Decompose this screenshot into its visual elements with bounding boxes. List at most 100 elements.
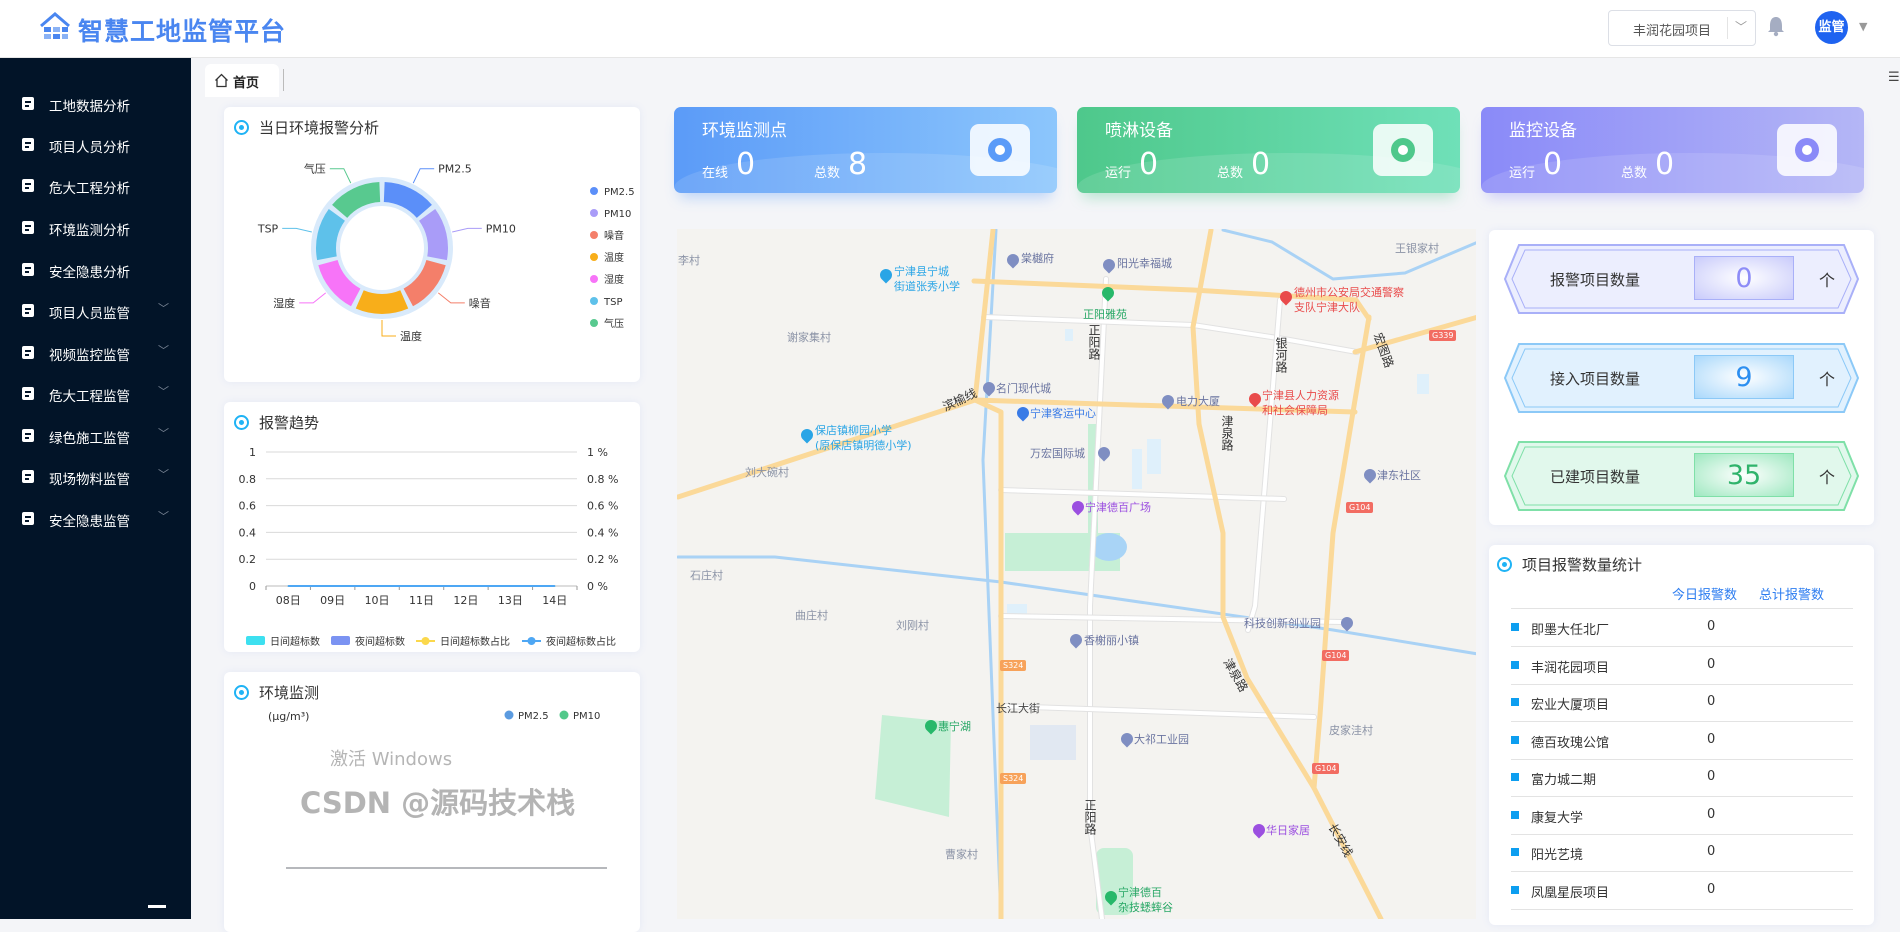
stat-value-2: 0 [1655,147,1675,182]
donut-slice[interactable] [332,182,381,218]
sidebar-item-6[interactable]: 视频监控监管 ﹀ [0,333,191,373]
sidebar-item-2[interactable]: 危大工程分析 [0,166,191,206]
user-avatar[interactable]: 监管 [1815,11,1848,44]
map-label[interactable]: 宁津客运中心 [1030,407,1096,420]
legend-label[interactable]: 夜间超标数占比 [546,635,616,648]
map-label[interactable]: 宁津德百广场 [1085,501,1151,514]
table-row[interactable]: 康复大学 0 [1511,797,1853,835]
road [1088,277,1108,919]
sidebar-item-0[interactable]: 工地数据分析 [0,84,191,124]
sidebar-item-10[interactable]: 安全隐患监管 ﹀ [0,499,191,539]
legend-label[interactable]: TSP [603,297,623,308]
map-label[interactable]: 曹家村 [945,848,978,861]
legend-label[interactable]: 日间超标数占比 [440,635,510,648]
line-point[interactable] [376,585,378,587]
map-label[interactable]: 正阳雅苑 [1083,308,1127,321]
table-row[interactable]: 宏业大厦项目 0 [1511,684,1853,722]
map-label[interactable]: 宁津德百 [1118,886,1162,899]
collapse-sidebar-icon[interactable] [148,905,166,911]
map-label[interactable]: (原保店镇明德小学) [815,439,912,452]
y-tick-label: 0.2 [239,553,257,566]
sidebar-item-4[interactable]: 安全隐患分析 [0,250,191,290]
map-label[interactable]: 阳光幸福城 [1117,257,1172,270]
line-point[interactable] [465,585,467,587]
map-label[interactable]: 谢家集村 [787,331,831,344]
caret-down-icon[interactable]: ▼ [1859,20,1868,33]
map-label[interactable]: 街道张秀小学 [894,280,960,293]
map-label[interactable]: 长江大街 [996,702,1040,715]
sidebar-item-7[interactable]: 危大工程监管 ﹀ [0,374,191,414]
map-label[interactable]: 保店镇柳园小学 [815,424,892,437]
map-label[interactable]: 万宏国际城 [1030,447,1085,460]
line-point[interactable] [420,585,423,587]
table-row[interactable]: 丰润花园项目 0 [1511,647,1853,685]
legend-marker [590,297,598,305]
bell-icon[interactable] [1767,15,1785,37]
chevron-down-icon: ﹀ [158,385,169,398]
map-label[interactable]: 石庄村 [690,569,723,582]
legend-label[interactable]: PM10 [604,209,631,220]
sidebar-item-9[interactable]: 现场物料监管 ﹀ [0,457,191,497]
legend-label[interactable]: 温度 [604,251,624,264]
map-label[interactable]: 科技创新创业园 [1244,617,1321,630]
donut-slice[interactable] [355,290,409,314]
line-point[interactable] [331,585,334,587]
map-label[interactable]: 宁津县人力资源 [1262,389,1339,402]
donut-slice[interactable] [316,208,345,261]
table-row[interactable]: 富力城二期 0 [1511,759,1853,797]
menu-icon[interactable]: ☰ [1888,70,1900,85]
legend-label[interactable]: PM2.5 [604,187,635,198]
stat-card-2[interactable]: 监控设备 运行 0 总数 0 [1481,107,1864,193]
map-label[interactable]: 华日家居 [1266,824,1310,837]
table-row[interactable]: 凤凰星辰项目 0 [1511,872,1853,910]
legend-label[interactable]: 夜间超标数 [355,635,405,648]
tab-home[interactable]: 首页 [205,64,279,97]
donut-slice[interactable] [318,260,361,307]
map-label[interactable]: 宁津县宁城 [894,265,949,278]
sidebar-item-1[interactable]: 项目人员分析 [0,125,191,165]
stat-card-0[interactable]: 环境监测点 在线 0 总数 8 [674,107,1057,193]
map-label[interactable]: 棠樾府 [1021,252,1054,265]
today-alarm-count: 0 [1707,619,1716,634]
legend-label[interactable]: 气压 [604,317,624,330]
map-view[interactable]: 李村宁津县宁城街道张秀小学 棠樾府 阳光幸福城 王银家村正阳雅苑 德州市公安局交通警察支… [677,229,1476,919]
map-label[interactable]: 皮家洼村 [1329,724,1373,737]
column-header-total[interactable]: 总计报警数 [1759,588,1825,603]
map-label[interactable]: 李村 [678,254,700,267]
map-label[interactable]: 惠宁湖 [938,720,971,733]
legend-label[interactable]: PM10 [573,711,600,722]
column-header-today[interactable]: 今日报警数 [1672,588,1738,603]
map-label[interactable]: 刘大碗村 [745,466,789,479]
table-row[interactable]: 德百玫瑰公馆 0 [1511,722,1853,760]
line-point[interactable] [509,585,512,587]
sidebar-item-8[interactable]: 绿色施工监管 ﹀ [0,416,191,456]
legend-label[interactable]: 湿度 [604,273,624,286]
table-row[interactable]: 即墨大任北厂 0 [1511,609,1853,647]
sidebar-item-5[interactable]: 项目人员监管 ﹀ [0,291,191,331]
map-label[interactable]: 香榭丽小镇 [1084,634,1139,647]
legend-label[interactable]: PM2.5 [518,711,549,722]
project-select[interactable]: 丰润花园项目 ﹀ [1608,10,1756,46]
row-marker [1511,848,1519,856]
legend-label[interactable]: 日间超标数 [270,635,320,648]
map-label[interactable]: 大祁工业园 [1134,733,1189,746]
map-label[interactable]: 电力大厦 [1176,395,1220,408]
map-label[interactable]: 支队宁津大队 [1294,301,1360,314]
map-label[interactable]: 和社会保障局 [1262,404,1328,417]
map-label[interactable]: 名门现代城 [996,382,1051,395]
map-label[interactable]: 刘刚村 [896,619,929,632]
map-label[interactable]: 津东社区 [1377,469,1421,482]
map-label[interactable]: 德州市公安局交通警察 [1294,286,1404,299]
map-label[interactable]: 王银家村 [1395,242,1439,255]
sidebar-item-3[interactable]: 环境监测分析 [0,208,191,248]
table-row[interactable]: 阳光艺境 0 [1511,834,1853,872]
legend-label[interactable]: 噪音 [604,229,624,242]
donut-slice[interactable] [403,260,446,307]
line-point[interactable] [287,585,290,587]
donut-slice[interactable] [383,182,432,218]
line-point[interactable] [553,585,556,587]
map-label[interactable]: 杂技蟋蟀谷 [1118,901,1173,914]
stat-card-1[interactable]: 喷淋设备 运行 0 总数 0 [1077,107,1460,193]
map-label[interactable]: 曲庄村 [795,609,828,622]
donut-slice[interactable] [419,208,448,261]
